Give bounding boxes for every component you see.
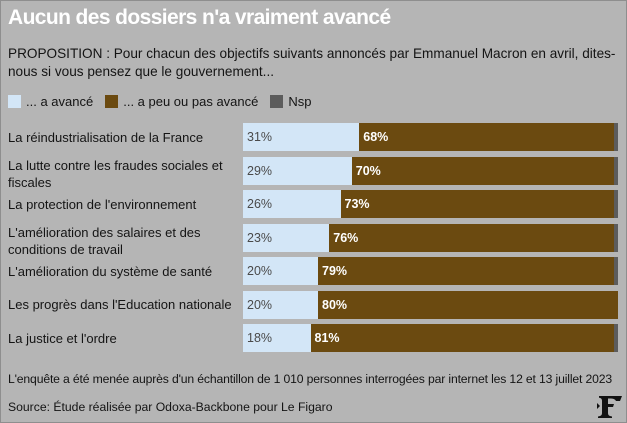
legend-label-nsp: Nsp — [288, 94, 312, 109]
value-label-not-advanced: 79% — [322, 264, 348, 278]
bar-advanced — [243, 123, 360, 151]
bar-nsp — [614, 324, 618, 352]
source-note: Source: Étude réalisée par Odoxa-Backbon… — [8, 400, 333, 414]
bar-not-advanced — [351, 156, 615, 185]
category-label: La protection de l'environnement — [8, 196, 197, 212]
bar-not-advanced — [310, 324, 615, 352]
bar-nsp — [614, 190, 618, 218]
bar-not-advanced — [359, 123, 615, 151]
bar-row: L'amélioration du système de santé 20% 79% — [1, 257, 626, 285]
legend-item-advanced: ... a avancé — [8, 94, 93, 109]
value-label-advanced: 20% — [247, 297, 273, 312]
value-label-not-advanced: 81% — [314, 331, 340, 345]
value-label-advanced: 20% — [247, 264, 273, 278]
bar-row: La réindustrialisation de la France 31% 68… — [1, 123, 626, 151]
bar-advanced — [243, 190, 341, 218]
bar-nsp — [614, 257, 618, 285]
bar-not-advanced — [318, 257, 615, 285]
le-figaro-logo-icon — [597, 396, 622, 418]
value-label-not-advanced: 68% — [363, 130, 389, 144]
legend-item-not-advanced: ... a peu ou pas avancé — [105, 94, 258, 109]
value-label-advanced: 29% — [247, 163, 273, 178]
value-label-advanced: 23% — [247, 230, 273, 245]
value-label-not-advanced: 70% — [355, 163, 381, 178]
category-label: La réindustrialisation de la France — [8, 129, 204, 145]
bar-row: La justice et l'ordre 18% 81% — [1, 324, 626, 352]
value-label-not-advanced: 76% — [333, 230, 359, 245]
bar-not-advanced — [340, 190, 615, 218]
bar-advanced — [243, 324, 311, 352]
legend-label-not-advanced: ... a peu ou pas avancé — [123, 94, 259, 109]
legend-swatch-nsp — [270, 95, 284, 108]
value-label-not-advanced: 73% — [344, 197, 370, 211]
bar-nsp — [614, 223, 618, 252]
bar-not-advanced — [329, 223, 615, 252]
category-label: L'amélioration du système de santé — [8, 263, 213, 279]
legend-swatch-advanced — [8, 95, 21, 108]
bar-advanced — [243, 257, 318, 285]
chart-title: Aucun des dossiers n'a vraiment avancé — [8, 6, 391, 29]
value-label-not-advanced: 80% — [322, 297, 348, 312]
value-label-advanced: 26% — [247, 197, 273, 211]
bar-advanced — [243, 223, 330, 252]
bar-row: La protection de l'environnement 26% 73% — [1, 190, 626, 218]
value-label-advanced: 31% — [247, 130, 273, 144]
category-label: La lutte contre les fraudes sociales et … — [8, 157, 223, 190]
legend-item-nsp: Nsp — [270, 94, 312, 109]
category-label: La justice et l'ordre — [8, 330, 117, 346]
legend-swatch-not-advanced — [105, 95, 119, 108]
bar-row: Les progrès dans l'Education nationale 20… — [1, 290, 626, 319]
survey-note: L'enquête a été menée auprès d'un échant… — [8, 372, 612, 386]
bar-nsp — [614, 156, 618, 185]
bar-row: L'amélioration des salaires et des condi… — [1, 223, 626, 257]
bar-advanced — [243, 290, 318, 319]
category-label: Les progrès dans l'Education nationale — [8, 297, 232, 312]
legend-label-advanced: ... a avancé — [26, 94, 94, 109]
legend: ... a avancé ... a peu ou pas avancé Nsp — [8, 94, 324, 109]
bar-not-advanced — [318, 290, 618, 319]
category-label: L'amélioration des salaires et des condi… — [8, 224, 201, 257]
value-label-advanced: 18% — [247, 331, 273, 345]
chart-subtitle: PROPOSITION : Pour chacun des objectifs … — [8, 46, 616, 79]
bar-nsp — [614, 123, 618, 151]
bar-advanced — [243, 156, 352, 185]
bar-row: La lutte contre les fraudes sociales et … — [1, 156, 626, 190]
